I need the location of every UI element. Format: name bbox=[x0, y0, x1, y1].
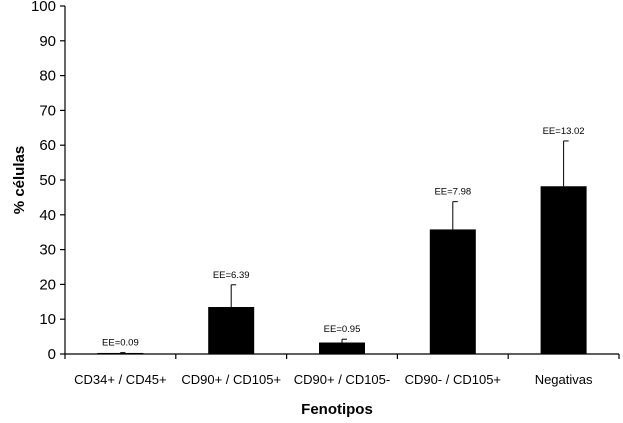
x-axis-title: Fenotipos bbox=[301, 401, 373, 418]
error-label: EE=13.02 bbox=[543, 126, 585, 137]
y-tick-label: 10 bbox=[39, 311, 56, 328]
bar bbox=[540, 186, 587, 354]
y-tick-label: 60 bbox=[39, 137, 56, 154]
error-label: EE=6.39 bbox=[213, 270, 250, 281]
y-tick-label: 100 bbox=[31, 0, 56, 15]
category-label: CD90- / CD105+ bbox=[405, 372, 501, 387]
category-label: CD90+ / CD105+ bbox=[181, 372, 281, 387]
category-labels: CD34+ / CD45+ CD90+ / CD105+ CD90+ / CD105… bbox=[74, 372, 593, 387]
error-bars bbox=[119, 140, 569, 354]
y-tick-label: 80 bbox=[39, 68, 56, 85]
error-label: EE=7.98 bbox=[434, 187, 471, 198]
category-label: CD34+ / CD45+ bbox=[74, 372, 167, 387]
y-tick-label: 40 bbox=[39, 207, 56, 224]
bars bbox=[97, 186, 587, 354]
bar bbox=[208, 307, 255, 354]
y-tick-label: 70 bbox=[39, 102, 56, 119]
y-tick-label: 30 bbox=[39, 242, 56, 259]
y-axis-title: % células bbox=[11, 146, 28, 214]
category-label: CD90+ / CD105- bbox=[294, 372, 390, 387]
error-label: EE=0.95 bbox=[324, 324, 361, 335]
y-tick-label: 90 bbox=[39, 33, 56, 50]
bar bbox=[319, 342, 365, 354]
category-label: Negativas bbox=[535, 372, 593, 387]
y-axis-ticks: 0 10 20 30 40 50 60 70 80 90 100 bbox=[31, 0, 620, 363]
error-labels: EE=0.09 EE=6.39 EE=0.95 EE=7.98 EE=13.02 bbox=[102, 126, 585, 349]
bar bbox=[429, 229, 476, 354]
y-tick-label: 50 bbox=[39, 172, 56, 189]
y-tick-label: 20 bbox=[39, 276, 56, 293]
y-tick-label: 0 bbox=[48, 346, 56, 363]
error-label: EE=0.09 bbox=[102, 338, 139, 349]
